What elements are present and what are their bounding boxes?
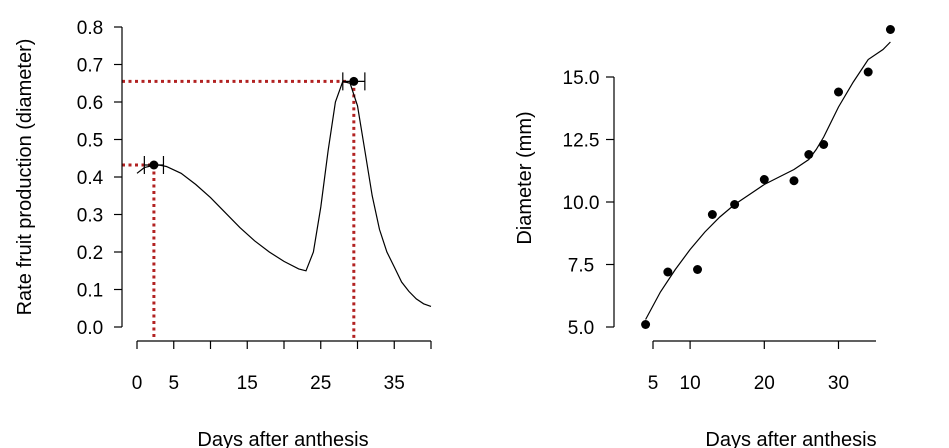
left-x-tick-label: 5 — [168, 373, 179, 394]
right-chart: 5.0 7.5 10.0 12.5 15.0 5 10 20 30 Days after an… — [514, 25, 895, 448]
right-data-point — [834, 88, 843, 97]
left-y-tick-label: 0.4 — [77, 168, 104, 189]
left-chart: 0.0 0.1 0.2 0.3 0.4 0.5 0.6 0.7 0.8 0 5 15 25 35 Day… — [14, 18, 431, 448]
left-x-ticks: 0 5 15 25 35 — [132, 341, 431, 394]
left-peak-point — [349, 77, 358, 86]
right-x-tick-label: 5 — [648, 373, 659, 394]
left-y-tick-label: 0.5 — [77, 131, 103, 152]
right-y-tick-label: 5.0 — [568, 318, 594, 339]
left-y-axis-title: Rate fruit production (diameter) — [14, 39, 36, 316]
left-y-tick-label: 0.1 — [77, 281, 103, 302]
right-y-axis-title: Diameter (mm) — [514, 111, 536, 244]
right-data-point — [819, 140, 828, 149]
right-data-point — [886, 25, 895, 34]
left-y-tick-label: 0.0 — [77, 318, 103, 339]
right-y-tick-label: 10.0 — [563, 193, 600, 214]
right-y-ticks: 5.0 7.5 10.0 12.5 15.0 — [563, 68, 614, 339]
left-x-tick-label: 0 — [132, 373, 143, 394]
right-x-tick-label: 20 — [754, 373, 775, 394]
right-data-point — [789, 176, 798, 185]
left-y-tick-label: 0.7 — [77, 56, 103, 77]
right-x-tick-label: 30 — [828, 373, 849, 394]
right-data-point — [641, 320, 650, 329]
left-y-tick-label: 0.2 — [77, 243, 103, 264]
right-x-ticks: 5 10 20 30 — [648, 341, 849, 394]
right-data-point — [663, 268, 672, 277]
left-x-tick-label: 35 — [384, 373, 405, 394]
right-y-tick-label: 7.5 — [568, 256, 594, 277]
right-y-tick-label: 12.5 — [563, 131, 600, 152]
right-data-point — [708, 210, 717, 219]
left-guides — [122, 81, 354, 341]
left-y-ticks: 0.0 0.1 0.2 0.3 0.4 0.5 0.6 0.7 0.8 — [77, 18, 122, 339]
right-data-point — [730, 200, 739, 209]
right-points — [641, 25, 895, 329]
left-x-tick-label: 25 — [310, 373, 331, 394]
right-x-axis-title: Days after anthesis — [705, 429, 876, 448]
right-y-tick-label: 15.0 — [563, 68, 600, 89]
left-y-tick-label: 0.3 — [77, 206, 103, 227]
left-peak-point — [149, 161, 158, 170]
right-data-point — [804, 150, 813, 159]
left-x-axis-title: Days after anthesis — [197, 429, 368, 448]
left-y-tick-label: 0.8 — [77, 18, 103, 39]
right-data-point — [760, 175, 769, 184]
right-x-tick-label: 10 — [680, 373, 701, 394]
right-data-point — [693, 265, 702, 274]
left-rate-curve — [137, 81, 431, 306]
right-data-point — [864, 68, 873, 77]
left-x-tick-label: 15 — [237, 373, 258, 394]
left-y-tick-label: 0.6 — [77, 93, 103, 114]
